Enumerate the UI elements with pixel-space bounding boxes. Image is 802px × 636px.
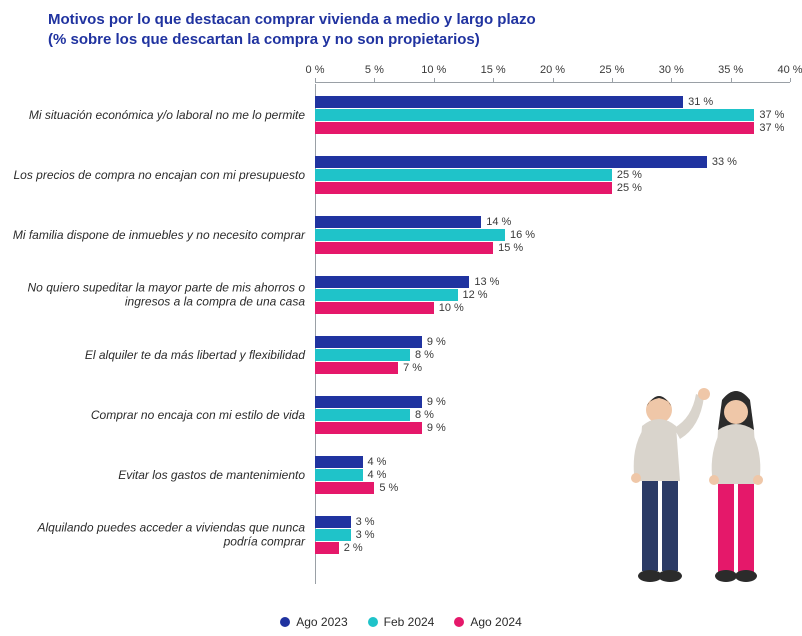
bar-value-label: 4 %	[368, 456, 387, 468]
x-tick-label: 10 %	[421, 64, 446, 76]
bar	[315, 229, 505, 241]
category-label: Mi situación económica y/o laboral no me…	[5, 108, 305, 122]
category-label: El alquiler te da más libertad y flexibi…	[5, 348, 305, 362]
bar	[315, 169, 612, 181]
bar-value-label: 4 %	[368, 469, 387, 481]
legend-item: Feb 2024	[368, 615, 435, 629]
bar	[315, 182, 612, 194]
bar	[315, 289, 458, 301]
bar-value-label: 9 %	[427, 422, 446, 434]
man-figure	[631, 388, 710, 582]
bar	[315, 362, 398, 374]
legend-swatch-icon	[454, 617, 464, 627]
x-tick-label: 5 %	[365, 64, 384, 76]
bar-value-label: 9 %	[427, 396, 446, 408]
category-label: Los precios de compra no encajan con mi …	[5, 168, 305, 182]
bar-value-label: 25 %	[617, 182, 642, 194]
bar	[315, 542, 339, 554]
bar-value-label: 37 %	[759, 122, 784, 134]
x-tick-label: 0 %	[306, 64, 325, 76]
bar	[315, 276, 469, 288]
category-label: Evitar los gastos de mantenimiento	[5, 468, 305, 482]
bar	[315, 469, 363, 481]
bar	[315, 156, 707, 168]
chart-title: Motivos por lo que destacan comprar vivi…	[0, 0, 802, 51]
legend-item: Ago 2024	[454, 615, 521, 629]
x-axis: 0 %5 %10 %15 %20 %25 %30 %35 %40 %	[315, 64, 790, 82]
bar	[315, 516, 351, 528]
category-label: Comprar no encaja con mi estilo de vida	[5, 408, 305, 422]
bar	[315, 482, 374, 494]
bar	[315, 349, 410, 361]
x-tick-mark	[790, 78, 791, 82]
bar-value-label: 8 %	[415, 349, 434, 361]
legend-label: Ago 2023	[296, 615, 347, 629]
legend-label: Ago 2024	[470, 615, 521, 629]
bar-value-label: 31 %	[688, 96, 713, 108]
bar	[315, 122, 754, 134]
x-tick-label: 30 %	[659, 64, 684, 76]
bar-value-label: 7 %	[403, 362, 422, 374]
woman-figure	[709, 391, 763, 582]
x-tick-label: 15 %	[481, 64, 506, 76]
x-tick-label: 25 %	[599, 64, 624, 76]
bar-value-label: 14 %	[486, 216, 511, 228]
x-tick-label: 35 %	[718, 64, 743, 76]
bar-value-label: 25 %	[617, 169, 642, 181]
bar-value-label: 33 %	[712, 156, 737, 168]
bar-value-label: 16 %	[510, 229, 535, 241]
bar-value-label: 8 %	[415, 409, 434, 421]
legend-item: Ago 2023	[280, 615, 347, 629]
category-label: Alquilando puedes acceder a viviendas qu…	[5, 521, 305, 550]
people-illustration-icon	[614, 376, 784, 606]
bar-value-label: 2 %	[344, 542, 363, 554]
bar	[315, 456, 363, 468]
bar	[315, 96, 683, 108]
bar	[315, 109, 754, 121]
bar-value-label: 37 %	[759, 109, 784, 121]
bar	[315, 302, 434, 314]
bar	[315, 422, 422, 434]
legend-label: Feb 2024	[384, 615, 435, 629]
bar	[315, 242, 493, 254]
x-tick-label: 40 %	[777, 64, 802, 76]
bar	[315, 216, 481, 228]
legend-swatch-icon	[368, 617, 378, 627]
bar-value-label: 9 %	[427, 336, 446, 348]
legend: Ago 2023 Feb 2024 Ago 2024	[0, 615, 802, 630]
bar-value-label: 15 %	[498, 242, 523, 254]
bar	[315, 396, 422, 408]
bar-value-label: 10 %	[439, 302, 464, 314]
legend-swatch-icon	[280, 617, 290, 627]
bar-value-label: 3 %	[356, 529, 375, 541]
category-label: Mi familia dispone de inmuebles y no nec…	[5, 228, 305, 242]
bar	[315, 336, 422, 348]
x-axis-line	[315, 82, 790, 83]
bar-value-label: 3 %	[356, 516, 375, 528]
bar	[315, 529, 351, 541]
title-line-2: (% sobre los que descartan la compra y n…	[48, 31, 480, 48]
bar-value-label: 5 %	[379, 482, 398, 494]
title-line-1: Motivos por lo que destacan comprar vivi…	[48, 11, 536, 28]
bar-value-label: 13 %	[474, 276, 499, 288]
category-label: No quiero supeditar la mayor parte de mi…	[5, 281, 305, 310]
bar	[315, 409, 410, 421]
bar-value-label: 12 %	[463, 289, 488, 301]
x-tick-label: 20 %	[540, 64, 565, 76]
